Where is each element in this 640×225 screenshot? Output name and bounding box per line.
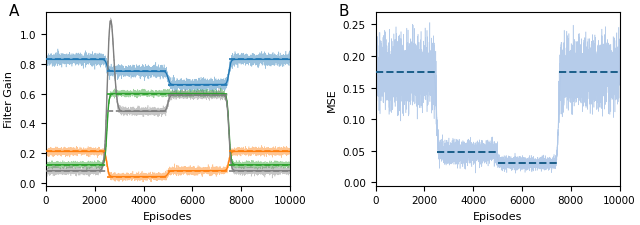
Text: B: B <box>339 4 349 19</box>
Y-axis label: MSE: MSE <box>327 88 337 111</box>
X-axis label: Episodes: Episodes <box>143 211 193 221</box>
X-axis label: Episodes: Episodes <box>473 211 522 221</box>
Text: A: A <box>10 4 20 19</box>
Y-axis label: Filter Gain: Filter Gain <box>4 71 14 128</box>
